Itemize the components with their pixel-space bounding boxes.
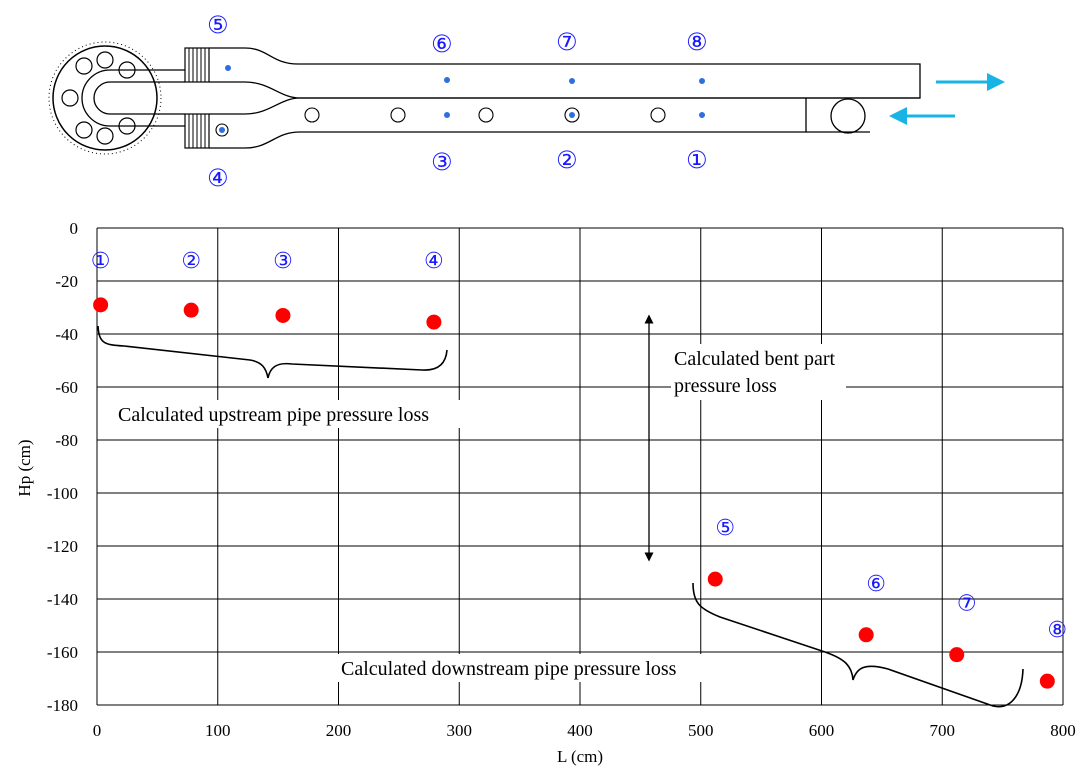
y-tick-label-0: 0	[70, 219, 79, 238]
y-tick-label-5: -100	[47, 484, 78, 503]
tap-7	[569, 78, 575, 84]
upstream-label-bg	[114, 400, 529, 428]
flange-top	[184, 47, 210, 83]
data-point-3	[275, 307, 291, 323]
tap-3	[444, 112, 450, 118]
data-point-7	[949, 647, 965, 663]
x-tick-label-2: 200	[326, 721, 352, 740]
data-point-5	[707, 571, 723, 587]
data-point-6	[858, 627, 874, 643]
schematic-label-4: ④	[207, 164, 229, 192]
y-tick-label-4: -80	[55, 431, 78, 450]
pipe-schematic: ⑤ ⑥ ⑦ ⑧ ④ ③ ② ①	[48, 11, 1005, 192]
data-point-8	[1039, 673, 1055, 689]
downstream-brace	[692, 582, 1024, 708]
schematic-label-8: ⑧	[686, 28, 708, 56]
y-tick-label-8: -160	[47, 643, 78, 662]
point-labels: ① ② ③ ④ ⑤ ⑥ ⑦ ⑧	[91, 249, 1067, 643]
x-axis-label: L (cm)	[557, 747, 603, 766]
x-tick-label-5: 500	[688, 721, 714, 740]
schematic-label-3: ③	[431, 148, 453, 176]
point-label-7: ⑦	[957, 592, 977, 617]
y-tick-label-7: -140	[47, 590, 78, 609]
point-label-8: ⑧	[1047, 618, 1067, 643]
point-label-4: ④	[424, 249, 444, 274]
upstream-brace	[97, 325, 448, 379]
schematic-label-7: ⑦	[556, 28, 578, 56]
data-points	[93, 297, 1055, 689]
upstream-loss-label: Calculated upstream pipe pressure loss	[118, 404, 429, 426]
x-tick-label-0: 0	[93, 721, 102, 740]
bent-loss-label-line1: Calculated bent part	[674, 348, 835, 370]
tap-8	[699, 78, 705, 84]
chart-grid	[96, 227, 1064, 706]
point-label-6: ⑥	[866, 572, 886, 597]
flange-bottom	[184, 113, 210, 149]
point-label-5: ⑤	[715, 516, 735, 541]
tap-5	[225, 65, 231, 71]
point-label-2: ②	[181, 249, 201, 274]
point-label-1: ①	[91, 249, 111, 274]
bent-label-bg	[671, 344, 846, 400]
downstream-label-bg	[336, 654, 781, 682]
tap-6	[444, 77, 450, 83]
schematic-label-2: ②	[556, 146, 578, 174]
data-point-4	[426, 314, 442, 330]
x-tick-label-7: 700	[930, 721, 956, 740]
tap-4	[219, 127, 225, 133]
x-tick-label-1: 100	[205, 721, 231, 740]
x-tick-label-6: 600	[809, 721, 835, 740]
y-tick-label-3: -60	[55, 378, 78, 397]
x-tick-label-8: 800	[1050, 721, 1076, 740]
tap-1	[699, 112, 705, 118]
y-tick-label-6: -120	[47, 537, 78, 556]
chart-ticks: 0 100 200 300 400 500 600 700 800 0 -20 -40 -60 -80 -1…	[47, 219, 1076, 740]
data-point-1	[93, 297, 109, 313]
schematic-label-1: ①	[686, 146, 708, 174]
pressure-taps	[219, 65, 705, 133]
schematic-label-6: ⑥	[431, 30, 453, 58]
bent-loss-label-line2: pressure loss	[674, 375, 777, 397]
tap-2	[569, 112, 575, 118]
x-tick-label-3: 300	[447, 721, 473, 740]
chart: 0 100 200 300 400 500 600 700 800 0 -20 -40 -60 -80 -1…	[15, 219, 1076, 766]
point-label-3: ③	[273, 249, 293, 274]
downstream-loss-label: Calculated downstream pipe pressure loss	[341, 658, 677, 680]
x-tick-label-4: 400	[567, 721, 593, 740]
y-axis-label: Hp (cm)	[15, 439, 34, 496]
y-tick-label-2: -40	[55, 325, 78, 344]
schematic-label-5: ⑤	[207, 11, 229, 39]
bend-rotor	[48, 41, 185, 155]
pipe-outline	[209, 47, 921, 149]
y-tick-label-9: -180	[47, 696, 78, 715]
data-point-2	[183, 302, 199, 318]
y-tick-label-1: -20	[55, 272, 78, 291]
